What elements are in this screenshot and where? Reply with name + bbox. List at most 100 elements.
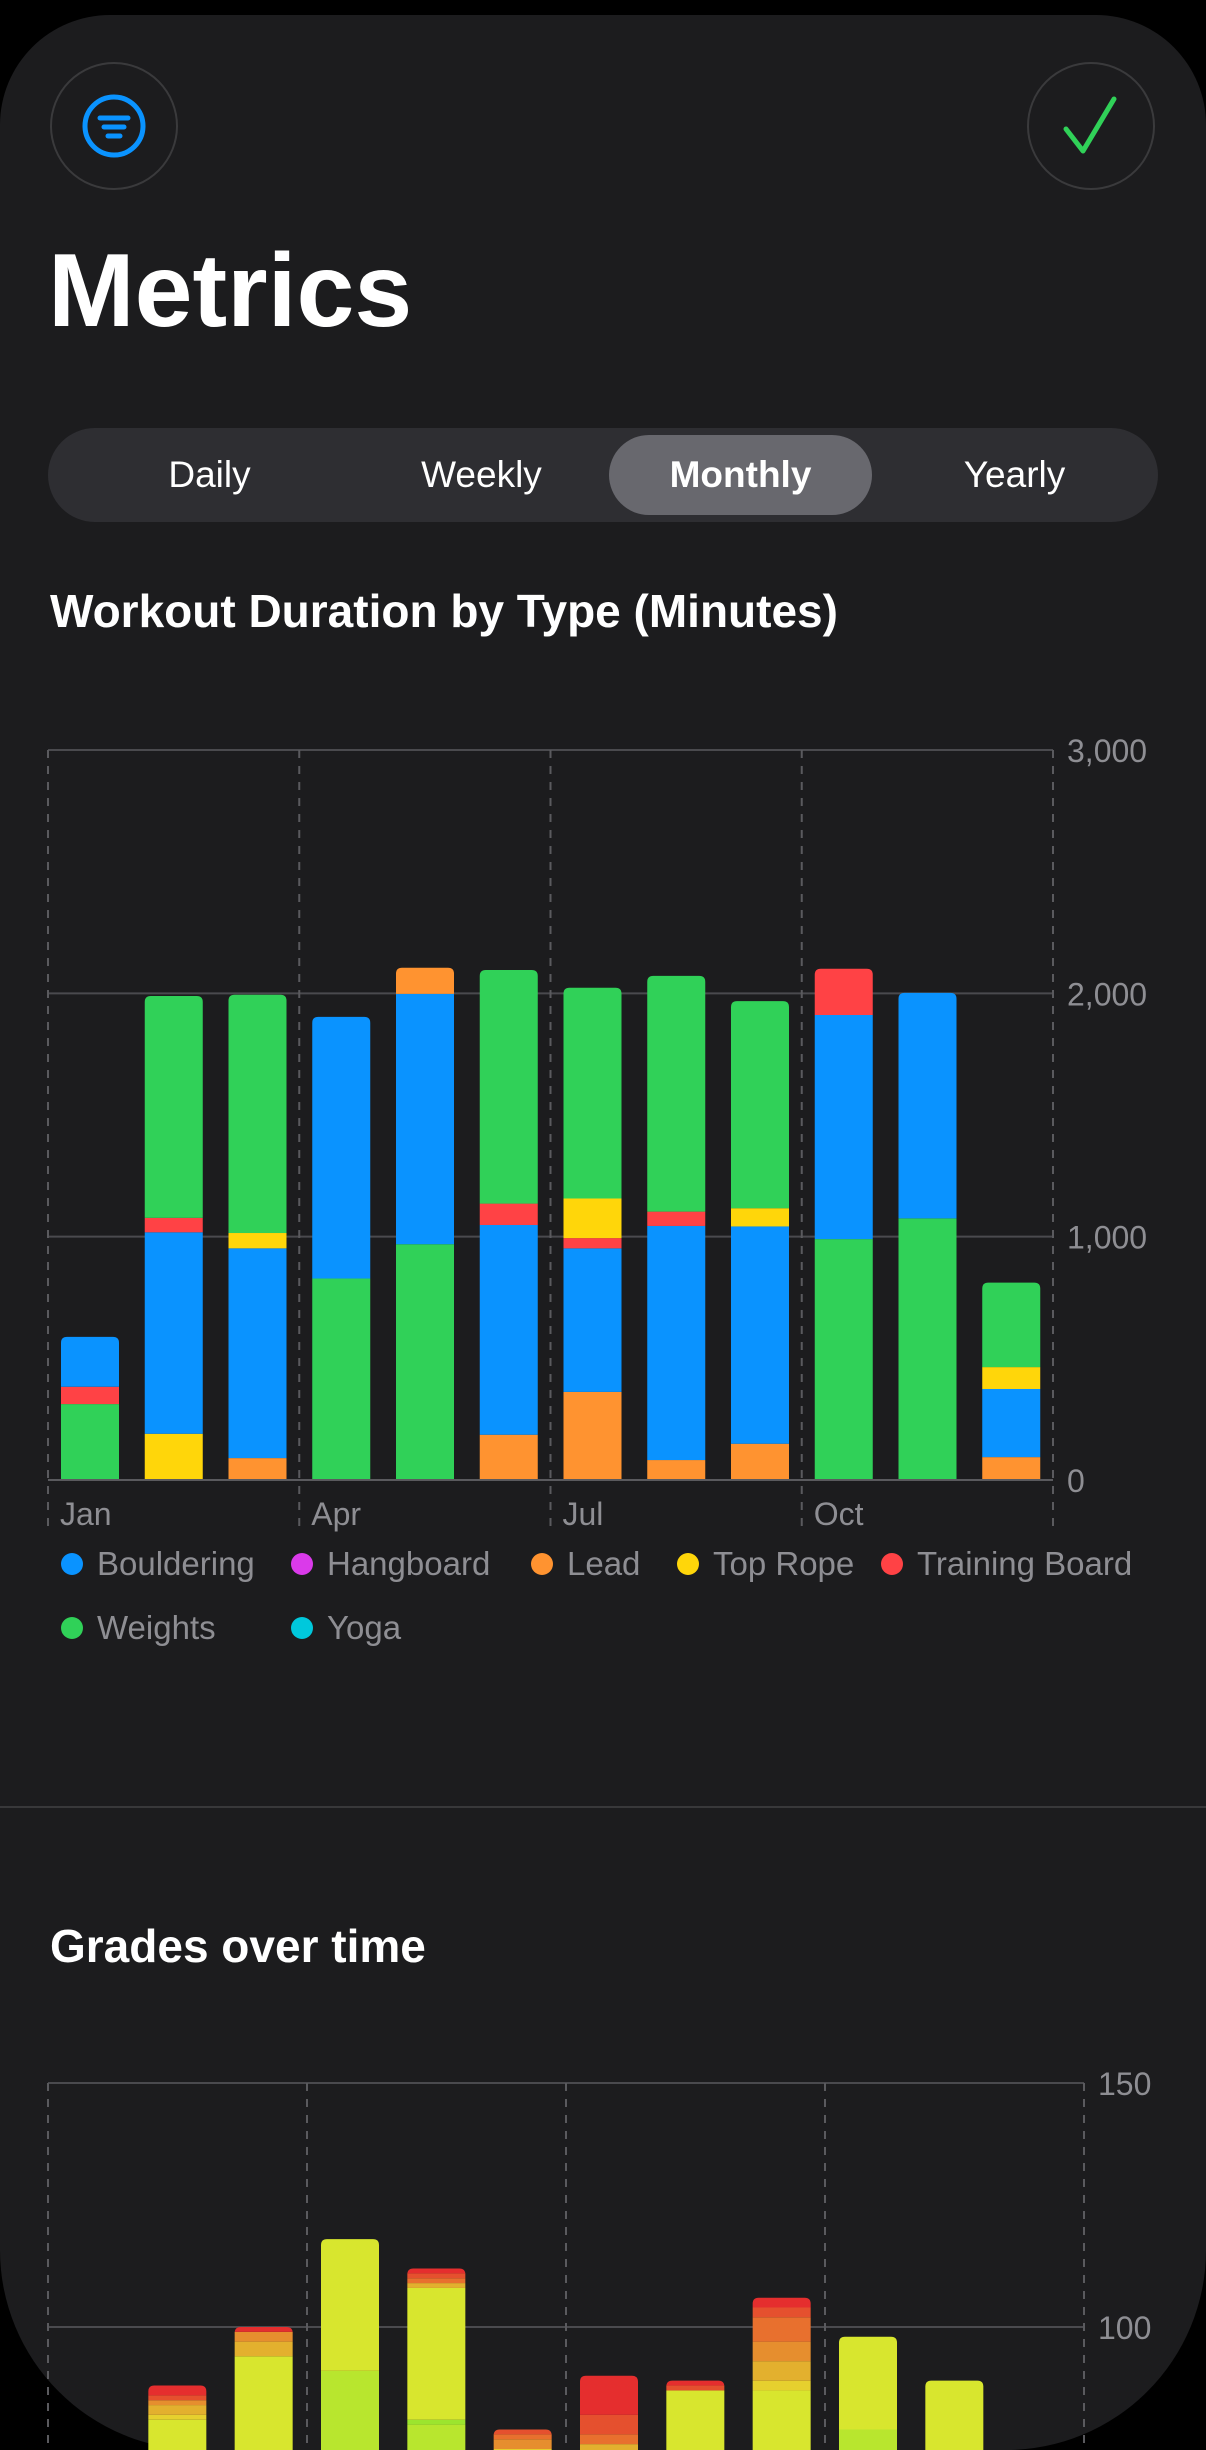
- grade-bar-segment: [752, 2297, 811, 2308]
- grade-bar-segment: [925, 2380, 984, 2450]
- grade-bar-segment: [407, 2268, 466, 2275]
- grade-bar-segment: [493, 2439, 552, 2449]
- legend-label: Bouldering: [97, 1545, 255, 1582]
- legend-label: Training Board: [917, 1545, 1133, 1582]
- bar-segment-training-board: [479, 1203, 538, 1225]
- grade-bar-segment: [407, 2424, 466, 2450]
- bar-sep: [752, 2297, 811, 2450]
- legend-item-hangboard: Hangboard: [291, 1545, 490, 1583]
- grade-bar-segment: [493, 2429, 552, 2436]
- legend-label: Hangboard: [327, 1545, 491, 1582]
- bar-segment-training-board: [647, 1211, 706, 1226]
- grade-bar-segment: [234, 2331, 293, 2342]
- bar-segment-bouldering: [982, 1388, 1041, 1458]
- bar-segment-training-board: [144, 1217, 203, 1233]
- bar-segment-weights: [312, 1278, 371, 1480]
- filter-button[interactable]: [50, 62, 178, 190]
- checkmark-icon: [1063, 96, 1117, 154]
- bar-segment-top-rope: [144, 1433, 203, 1480]
- legend-item-training-board: Training Board: [881, 1545, 1132, 1583]
- bar-aug: [666, 2380, 725, 2450]
- bar-jun: [479, 969, 538, 1480]
- legend-label: Lead: [567, 1545, 641, 1582]
- bar-segment-weights: [479, 969, 538, 1204]
- bar-nov: [898, 992, 957, 1480]
- grade-bar-segment: [148, 2400, 207, 2406]
- bar-segment-lead: [563, 1391, 622, 1480]
- bar-segment-weights: [814, 1239, 873, 1480]
- grade-bar-segment: [752, 2361, 811, 2381]
- bar-segment-weights: [982, 1282, 1041, 1368]
- x-tick-label: Oct: [814, 1496, 864, 1532]
- grade-bar-segment: [666, 2380, 725, 2387]
- legend-label: Top Rope: [713, 1545, 855, 1582]
- bar-segment-bouldering: [479, 1224, 538, 1435]
- bar-jan: [61, 1336, 119, 1480]
- grade-bar-segment: [752, 2341, 811, 2362]
- bar-segment-weights: [898, 1218, 957, 1480]
- grade-bar-segment: [148, 2395, 207, 2401]
- legend-dot-icon: [291, 1617, 313, 1639]
- bar-segment-bouldering: [396, 993, 454, 1245]
- y-tick-label: 0: [1067, 1463, 1085, 1499]
- legend-item-yoga: Yoga: [291, 1609, 401, 1647]
- confirm-button[interactable]: [1027, 62, 1155, 190]
- legend-dot-icon: [61, 1553, 83, 1575]
- bar-segment-weights: [647, 975, 706, 1212]
- segment-daily[interactable]: Daily: [168, 454, 251, 495]
- legend-item-lead: Lead: [531, 1545, 640, 1583]
- grades-chart-title: Grades over time: [50, 1920, 426, 1972]
- bar-segment-weights: [144, 996, 203, 1218]
- bar-oct: [839, 2336, 897, 2450]
- y-tick-label: 3,000: [1067, 733, 1147, 769]
- bar-jul: [580, 2375, 638, 2450]
- bar-segment-bouldering: [312, 1016, 371, 1279]
- bar-segment-lead: [731, 1443, 789, 1480]
- y-tick-label: 150: [1098, 2066, 1151, 2102]
- grade-bar-segment: [148, 2405, 207, 2415]
- legend-dot-icon: [291, 1553, 313, 1575]
- bar-mar: [234, 2327, 293, 2450]
- grade-bar-segment: [234, 2327, 293, 2333]
- segment-monthly[interactable]: Monthly: [609, 435, 872, 515]
- bar-segment-lead: [396, 967, 454, 994]
- bar-segment-top-rope: [563, 1198, 622, 1239]
- bar-feb: [148, 2385, 207, 2450]
- grade-bar-segment: [752, 2317, 811, 2342]
- grade-bar-segment: [407, 2419, 466, 2425]
- section-divider: [0, 1806, 1206, 1808]
- page-title: Metrics: [48, 233, 413, 349]
- bar-segment-weights: [563, 987, 622, 1199]
- x-tick-label: Jul: [563, 1496, 604, 1532]
- segment-weekly[interactable]: Weekly: [421, 454, 542, 495]
- bar-aug: [647, 975, 706, 1480]
- grade-bar-segment: [580, 2444, 638, 2450]
- bar-oct: [814, 968, 873, 1480]
- bar-segment-lead: [647, 1460, 706, 1480]
- legend-dot-icon: [881, 1553, 903, 1575]
- segment-yearly[interactable]: Yearly: [963, 454, 1066, 495]
- y-tick-label: 2,000: [1067, 976, 1147, 1012]
- grade-bar-segment: [321, 2370, 379, 2450]
- legend-item-weights: Weights: [61, 1609, 216, 1647]
- bar-segment-bouldering: [731, 1226, 789, 1444]
- grade-bar-segment: [234, 2341, 293, 2357]
- bar-segment-weights: [396, 1244, 454, 1480]
- bar-nov: [925, 2380, 984, 2450]
- bar-segment-lead: [479, 1434, 538, 1480]
- bar-segment-lead: [982, 1457, 1041, 1480]
- bar-segment-bouldering: [898, 992, 957, 1219]
- bar-segment-top-rope: [982, 1367, 1041, 1389]
- workout-chart-title: Workout Duration by Type (Minutes): [50, 585, 838, 637]
- grade-bar-segment: [321, 2239, 379, 2371]
- grade-bar-segment: [493, 2434, 552, 2440]
- bar-apr: [321, 2239, 379, 2450]
- workout-duration-chart: 0 1,000 2,000 3,000 Jan Apr Jul Oct: [47, 733, 1147, 1532]
- grade-bar-segment: [580, 2434, 638, 2445]
- bar-segment-bouldering: [814, 1014, 873, 1240]
- bar-may: [396, 967, 454, 1480]
- legend-dot-icon: [61, 1617, 83, 1639]
- grade-bar-segment: [752, 2307, 811, 2318]
- bar-jun: [493, 2429, 552, 2450]
